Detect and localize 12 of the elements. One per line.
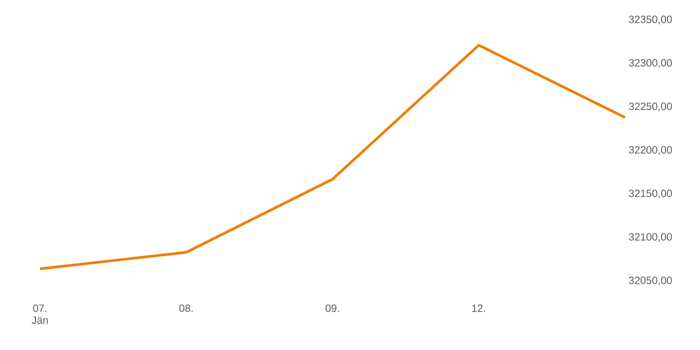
y-tick-label: 32150,00 xyxy=(628,190,672,198)
y-tick-label: 32200,00 xyxy=(628,146,672,155)
y-tick-label: 32300,00 xyxy=(628,59,672,68)
x-tick-label: 12. xyxy=(472,304,486,312)
y-tick-label: 32100,00 xyxy=(628,233,672,242)
line-series xyxy=(38,44,626,270)
y-tick-label: 32350,00 xyxy=(628,16,672,24)
y-tick-label: 32250,00 xyxy=(628,102,672,112)
y-tick-label: 32050,00 xyxy=(628,276,672,286)
x-tick-label: 07. Jän xyxy=(32,304,48,324)
x-tick-label: 08. xyxy=(179,304,193,312)
x-tick-label: 09. xyxy=(326,304,339,312)
